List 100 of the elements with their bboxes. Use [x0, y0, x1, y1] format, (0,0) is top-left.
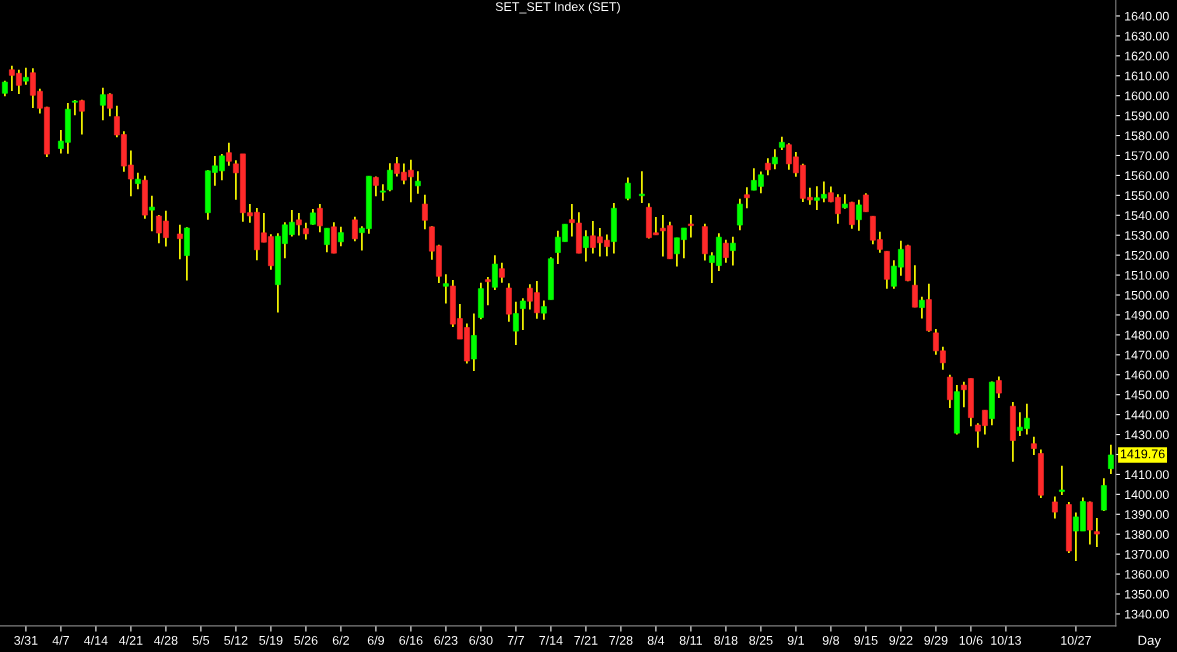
x-tick-label: 6/30: [469, 635, 493, 645]
candlestick: [485, 276, 491, 307]
y-tick-label: 1450.00: [1125, 390, 1169, 400]
candlestick: [415, 170, 421, 195]
y-tick-label: 1500.00: [1125, 290, 1169, 300]
y-tick-label: 1400.00: [1125, 490, 1169, 500]
x-tick-label: 8/25: [749, 635, 773, 645]
candlestick: [72, 99, 78, 117]
candlestick: [492, 254, 498, 291]
y-tick-label: 1380.00: [1125, 530, 1169, 539]
y-tick-label: 1540.00: [1125, 211, 1169, 220]
candlestick: [520, 297, 526, 331]
y-tick-label: 1630.00: [1125, 31, 1169, 41]
x-tick-label: 4/21: [119, 635, 143, 645]
y-tick-label: 1480.00: [1125, 330, 1169, 340]
y-tick-label: 1640.00: [1125, 11, 1169, 21]
y-tick-label: 1410.00: [1125, 470, 1169, 480]
candlestick: [1059, 464, 1065, 496]
candlestick: [856, 198, 862, 232]
candlestick: [849, 200, 855, 230]
candlestick: [387, 162, 393, 193]
x-tick-label: 9/1: [787, 635, 804, 645]
candlestick: [317, 203, 323, 234]
x-tick-label: 4/7: [52, 635, 69, 645]
y-tick-label: 1350.00: [1125, 589, 1169, 599]
y-tick-label: 1550.00: [1125, 191, 1169, 200]
candlestick: [443, 273, 449, 305]
x-tick-label: 3/31: [14, 635, 38, 645]
y-tick-label: 1560.00: [1125, 171, 1169, 181]
y-tick-label: 1360.00: [1125, 569, 1169, 579]
y-tick-label: 1390.00: [1125, 510, 1169, 519]
candlestick: [625, 176, 631, 201]
candlestick: [730, 235, 736, 267]
x-tick-label: 6/2: [332, 635, 349, 645]
y-tick-label: 1460.00: [1125, 370, 1169, 380]
x-axis-title: Day: [1138, 635, 1161, 648]
candlestick: [919, 295, 925, 320]
y-tick-label: 1580.00: [1125, 131, 1169, 141]
candlestick: [373, 175, 379, 197]
x-tick-label: 9/22: [889, 635, 913, 645]
candlestick: [338, 225, 344, 248]
candlestick: [226, 141, 232, 167]
y-tick-label: 1490.00: [1125, 310, 1169, 320]
candlestick: [1031, 435, 1037, 456]
x-tick-label: 5/5: [192, 635, 210, 645]
x-tick-label: 9/29: [924, 635, 948, 645]
candlestick: [380, 183, 386, 202]
candlestick: [513, 300, 519, 346]
candlestick: [688, 214, 694, 239]
x-tick-label: 5/26: [294, 635, 318, 645]
y-tick-label: 1520.00: [1125, 250, 1169, 260]
x-tick-label: 10/27: [1061, 635, 1091, 645]
candlestick: [100, 86, 106, 122]
y-tick-label: 1600.00: [1125, 91, 1169, 101]
x-tick-label: 10/6: [959, 635, 983, 645]
y-tick-label: 1570.00: [1125, 151, 1169, 161]
candlestick: [422, 193, 428, 231]
candlestick: [149, 194, 155, 233]
y-tick-label: 1370.00: [1125, 549, 1169, 559]
y-tick-label: 1510.00: [1125, 270, 1169, 280]
x-tick-label: 7/7: [507, 635, 524, 645]
x-tick-label: 4/14: [84, 635, 108, 645]
x-tick-label: 7/28: [609, 635, 633, 645]
y-tick-label: 1430.00: [1125, 430, 1169, 440]
candlestick: [947, 373, 953, 409]
x-tick-label: 10/13: [991, 635, 1021, 645]
x-tick-label: 6/9: [367, 635, 384, 645]
y-tick-label: 1440.00: [1125, 410, 1169, 420]
chart-title: SET_SET Index (SET): [495, 1, 620, 14]
y-tick-label: 1340.00: [1125, 609, 1169, 619]
y-tick-label: 1530.00: [1125, 231, 1169, 240]
x-tick-label: 9/15: [854, 635, 878, 645]
candlestick: [177, 223, 183, 260]
candlestick: [1052, 495, 1058, 520]
candlestick: [639, 170, 645, 204]
candlestick: [499, 261, 505, 284]
candlestick: [1094, 517, 1100, 548]
x-tick-label: 9/8: [822, 635, 840, 645]
candlestick: [79, 98, 85, 136]
x-tick-label: 5/12: [224, 635, 248, 645]
x-tick-label: 7/14: [539, 635, 563, 645]
x-tick-label: 5/19: [259, 635, 283, 645]
candlestick: [296, 212, 302, 237]
text: 1419.76: [1120, 449, 1165, 459]
candlestick: [772, 148, 778, 171]
candlestick: [471, 312, 477, 372]
candlestick: [744, 186, 750, 210]
y-tick-label: 1610.00: [1125, 71, 1169, 81]
candlestick: [737, 197, 743, 232]
candlestick: [583, 229, 589, 263]
candlestick: [352, 215, 358, 243]
y-tick-label: 1470.00: [1125, 350, 1169, 360]
x-tick-label: 4/28: [154, 635, 178, 645]
y-tick-label: 1620.00: [1125, 51, 1169, 61]
x-tick-label: 8/11: [679, 635, 702, 645]
candlestick: [863, 192, 869, 213]
x-tick-label: 6/23: [434, 635, 458, 645]
candlestick: [1108, 443, 1114, 475]
candlestick: [541, 299, 547, 321]
x-tick-label: 6/16: [399, 635, 423, 645]
